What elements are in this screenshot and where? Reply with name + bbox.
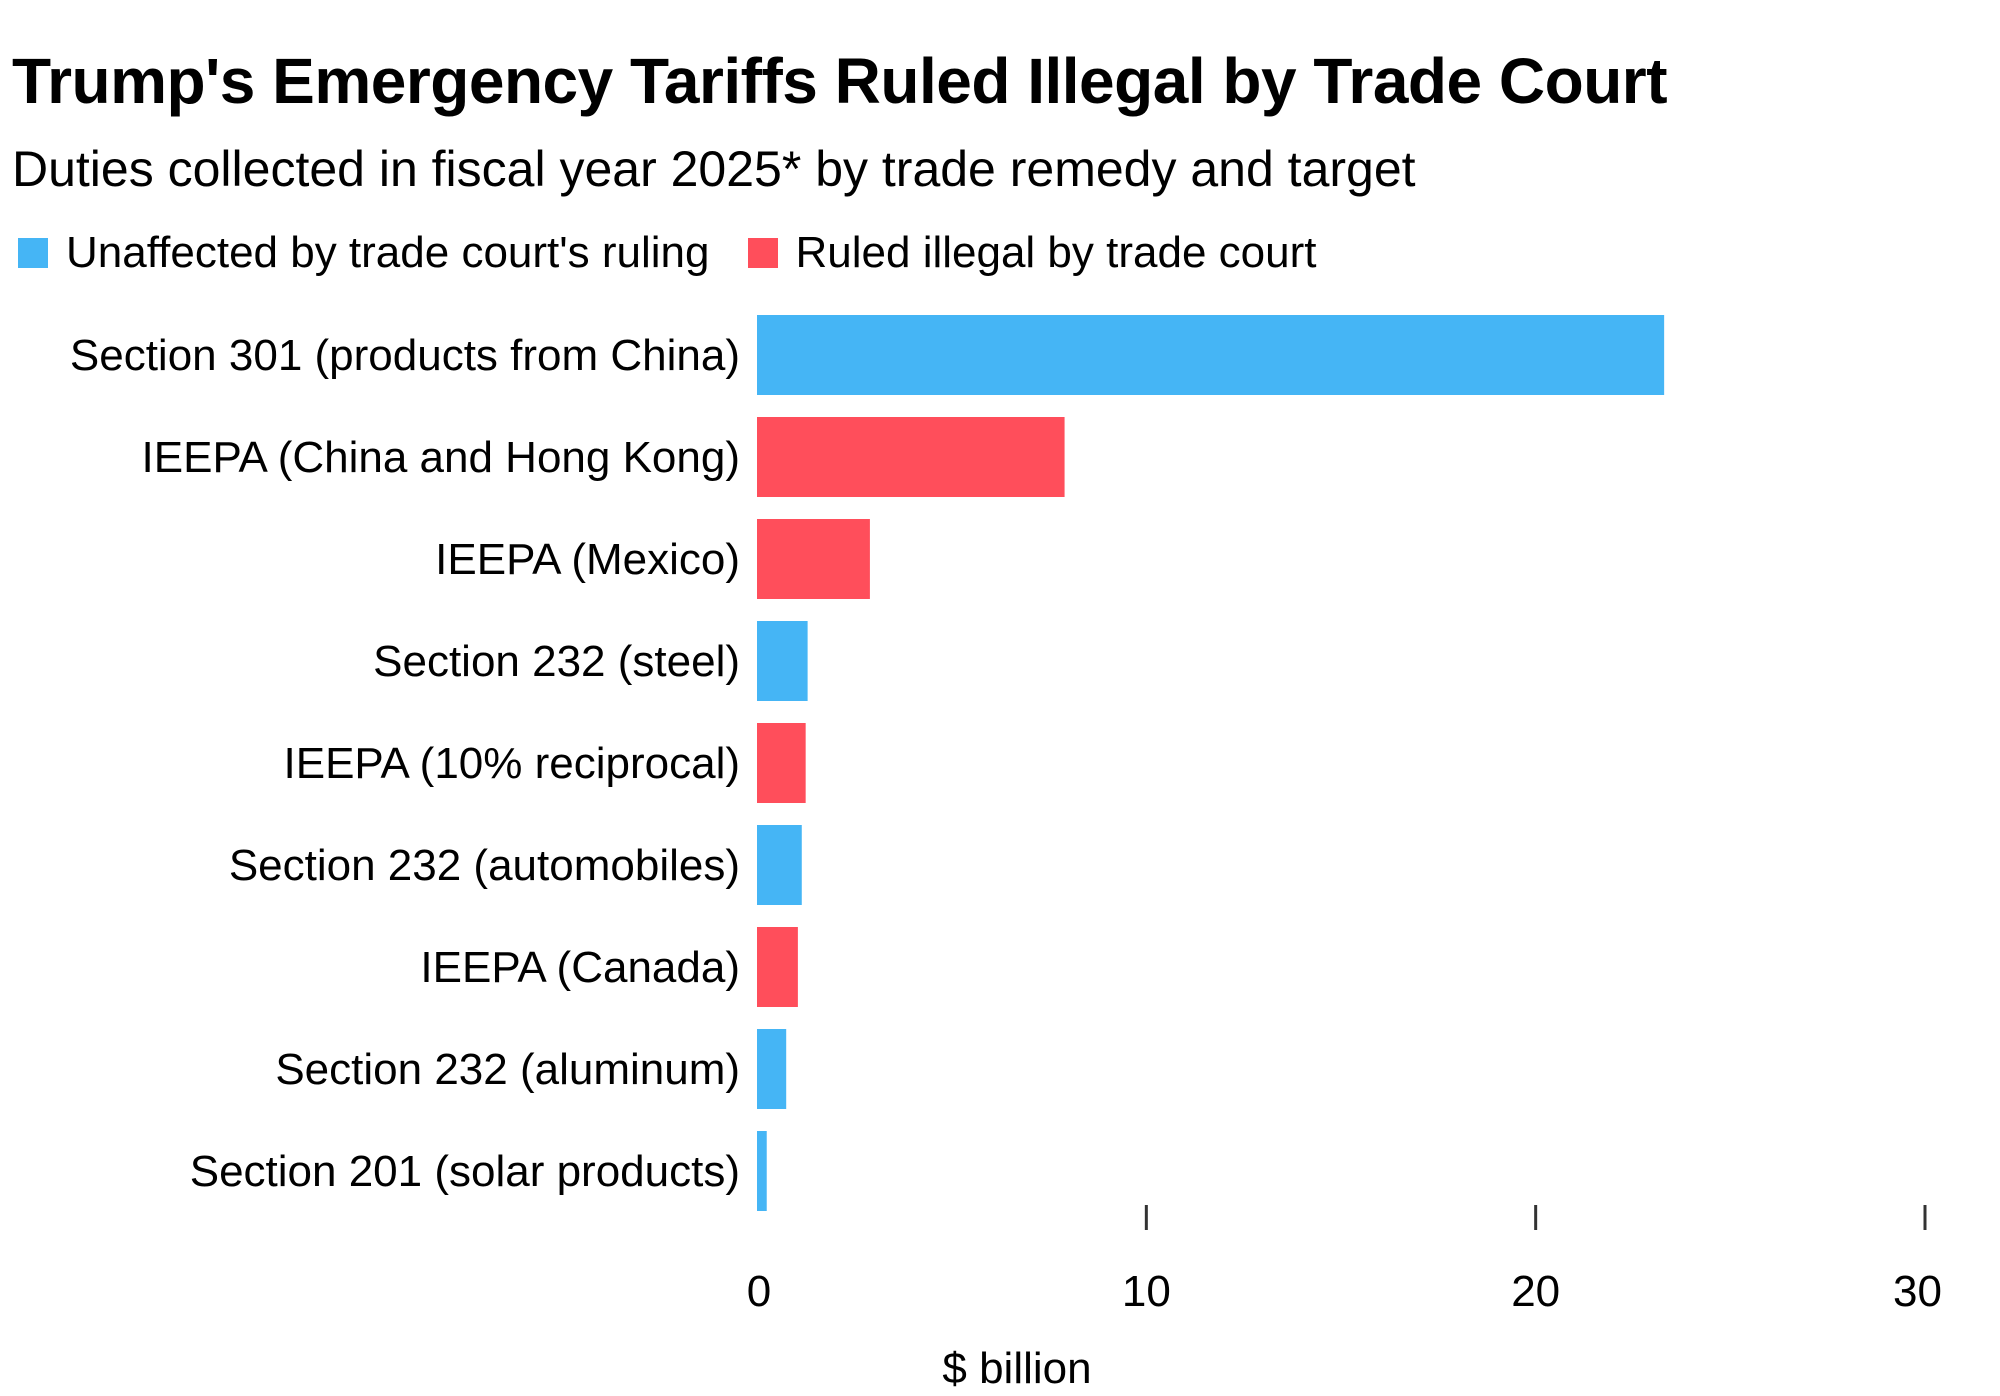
legend-swatch-illegal	[747, 238, 778, 268]
x-tick-label-2: 20	[1511, 1267, 1560, 1316]
category-label-5: Section 232 (automobiles)	[229, 841, 740, 890]
bar-7	[757, 1029, 787, 1109]
category-label-6: IEEPA (Canada)	[420, 943, 740, 992]
x-tick-label-1: 10	[1122, 1267, 1171, 1316]
category-label-3: Section 232 (steel)	[373, 637, 740, 686]
bar-1	[757, 417, 1065, 497]
x-tick-label-0: 0	[747, 1267, 771, 1316]
chart-subtitle: Duties collected in fiscal year 2025* by…	[12, 141, 1416, 197]
bar-0	[757, 315, 1665, 395]
bar-5	[757, 825, 802, 905]
legend-label-illegal: Ruled illegal by trade court	[795, 228, 1317, 277]
bar-6	[757, 927, 798, 1007]
category-label-0: Section 301 (products from China)	[70, 331, 740, 380]
x-axis-label: $ billion	[942, 1344, 1091, 1393]
bar-8	[757, 1131, 767, 1211]
category-label-4: IEEPA (10% reciprocal)	[284, 739, 740, 788]
x-tick-label-3: 30	[1893, 1267, 1942, 1316]
category-label-1: IEEPA (China and Hong Kong)	[142, 433, 740, 482]
bar-2	[757, 519, 870, 599]
category-label-2: IEEPA (Mexico)	[435, 535, 740, 584]
bar-4	[757, 723, 806, 803]
category-label-7: Section 232 (aluminum)	[275, 1045, 740, 1094]
chart-title: Trump's Emergency Tariffs Ruled Illegal …	[12, 45, 1668, 117]
category-label-8: Section 201 (solar products)	[190, 1147, 740, 1196]
legend-swatch-unaffected	[18, 238, 48, 268]
legend: Unaffected by trade court's ruling Ruled…	[18, 228, 1354, 278]
legend-item-unaffected: Unaffected by trade court's ruling	[18, 228, 710, 278]
legend-item-illegal: Ruled illegal by trade court	[747, 228, 1317, 278]
legend-label-unaffected: Unaffected by trade court's ruling	[66, 228, 710, 277]
bar-3	[757, 621, 808, 701]
